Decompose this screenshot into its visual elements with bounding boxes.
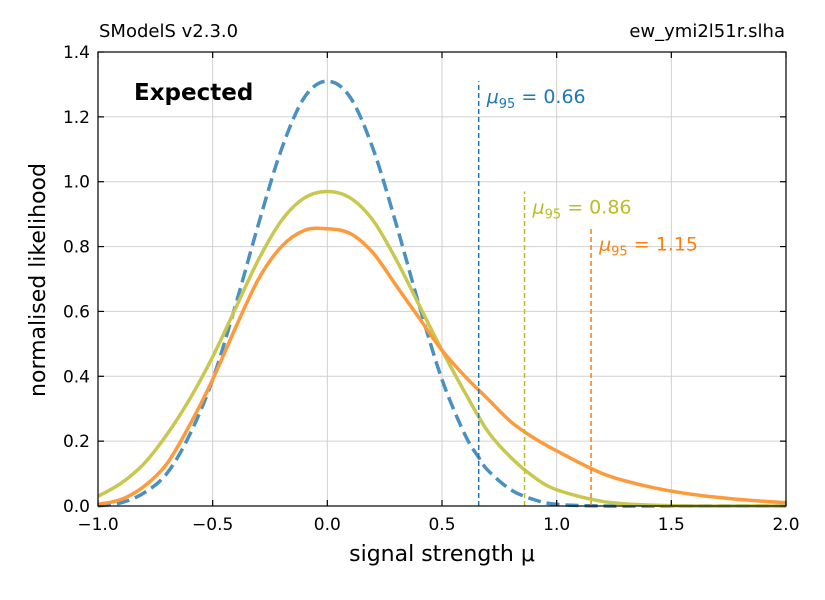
y-tick-label: 0.8: [63, 238, 90, 258]
likelihood-curve: [97, 189, 786, 508]
y-tick-label: 1.0: [63, 173, 90, 193]
grid: [97, 51, 787, 507]
x-tick-label: −1.0: [77, 515, 118, 535]
expected-annotation: Expected: [134, 80, 253, 106]
ticks: −1.0 −0.5 0.0 0.5 1.0 1.5 2.0 0.0 0.2 0.4 0.6 0.8 1.…: [63, 43, 800, 535]
y-tick-label: 0.6: [63, 302, 90, 322]
x-tick-label: 1.0: [543, 515, 570, 535]
x-tick-label: 0.5: [428, 515, 455, 535]
x-tick-label: 0.0: [314, 515, 341, 535]
x-tick-label: 2.0: [772, 515, 799, 535]
header-left-title: SModelS v2.3.0: [99, 21, 239, 42]
likelihood-curve: [97, 79, 786, 508]
curves: [97, 79, 787, 508]
mu95-label: μ95 = 0.66: [486, 86, 586, 112]
header-right-title: ew_ymi2l51r.slha: [629, 21, 785, 42]
y-axis-label: normalised likelihood: [26, 163, 51, 397]
x-tick-label: −0.5: [192, 515, 233, 535]
y-tick-label: 0.2: [63, 432, 90, 452]
y-tick-label: 1.4: [63, 43, 90, 63]
mu95-label: μ95 = 0.86: [532, 196, 632, 222]
mu95-markers: μ95 = 0.66 μ95 = 0.86 μ95 = 1.15: [477, 81, 698, 506]
y-tick-label: 1.2: [63, 108, 90, 128]
x-tick-label: 1.5: [658, 515, 685, 535]
mu95-label: μ95 = 1.15: [598, 234, 698, 260]
y-tick-label: 0.0: [63, 497, 90, 517]
likelihood-curve: [97, 226, 787, 507]
y-tick-label: 0.4: [63, 367, 90, 387]
x-axis-label: signal strength μ: [349, 542, 535, 567]
